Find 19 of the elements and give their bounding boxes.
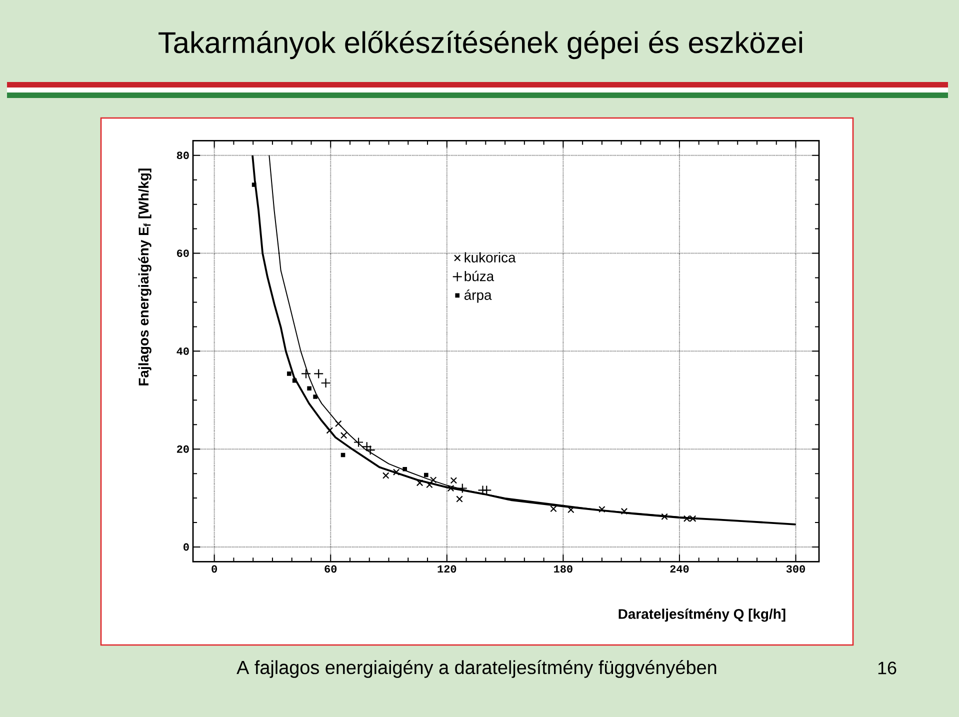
y-axis-title: Fajlagos energiaigény E$_{f}$ [Wh/kg] <box>138 168 152 386</box>
y-tick-label: 80 <box>176 152 189 160</box>
legend-label: árpa <box>464 290 492 303</box>
text: 16 <box>878 662 896 674</box>
x-axis-title: Darateljesítmény Q [kg/h] <box>618 608 786 622</box>
x-tick-label: 300 <box>786 565 805 573</box>
legend-label: búza <box>464 270 494 282</box>
legend-label: kukorica <box>464 252 516 262</box>
x-tick-label: 120 <box>438 565 456 573</box>
y-tick-label: 20 <box>176 445 189 453</box>
y-tick-label: 60 <box>177 250 189 257</box>
x-tick-label: 60 <box>324 565 337 573</box>
x-tick-label: 180 <box>554 565 572 573</box>
x-tick-label: 0 <box>212 565 217 573</box>
chart-title: Takarmányok előkészítésének gépei és eszközei <box>158 30 802 60</box>
text: A fajlagos energiaigény a darateljesítmény függvényében <box>236 660 716 678</box>
y-tick-label: 0 <box>184 543 189 551</box>
x-tick-label: 240 <box>670 565 689 573</box>
y-tick-label: 40 <box>176 347 189 355</box>
